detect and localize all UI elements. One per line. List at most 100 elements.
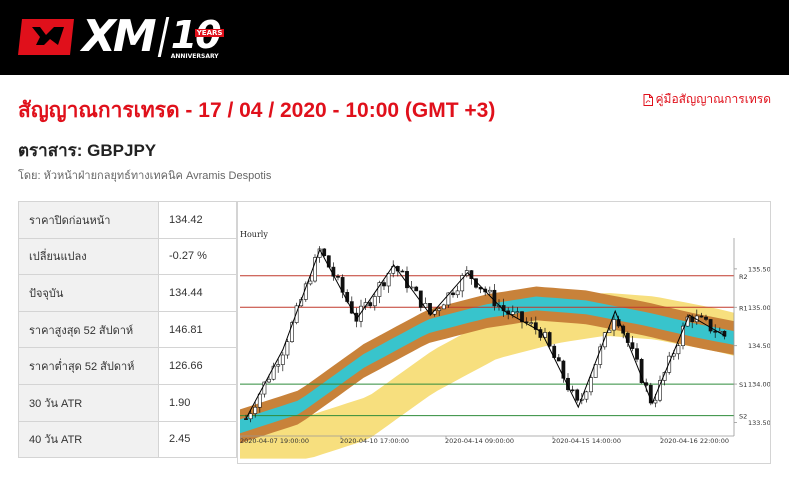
candle-body <box>529 322 534 324</box>
price-chart: Hourly R2 R1 S1 S2 135.50 135.00 134.50 134.00… <box>237 201 771 464</box>
candle-body <box>386 272 391 287</box>
y-tick-label: 135.50 <box>748 265 771 273</box>
stat-value: 134.44 <box>158 274 237 312</box>
table-row: ราคาปิดก่อนหน้า 134.42 <box>18 201 237 239</box>
candle-body <box>561 360 566 379</box>
stat-label: ราคาต่ำสุด 52 สัปดาห์ <box>18 347 159 385</box>
stat-label: ปัจจุบัน <box>18 274 159 312</box>
candle-body <box>648 385 653 404</box>
candle-body <box>699 315 704 318</box>
candle-body <box>441 304 446 310</box>
candle-body <box>570 389 575 392</box>
candle-body <box>405 271 409 289</box>
candle-body <box>257 393 262 408</box>
candle-body <box>437 308 442 311</box>
anniversary-word: ANNIVERSARY <box>170 53 219 60</box>
candle-body <box>336 275 340 278</box>
candle-body <box>676 345 681 355</box>
candle-body <box>276 364 281 367</box>
candle-body <box>372 296 377 307</box>
chart-canvas: Hourly R2 R1 S1 S2 135.50 135.00 134.50 134.00… <box>240 230 771 459</box>
candle-body <box>635 348 639 360</box>
candle-body <box>658 380 662 401</box>
x-tick-label: 2020-04-15 14:00:00 <box>552 437 621 445</box>
candle-body <box>313 257 317 282</box>
x-tick-label: 2020-04-07 19:00:00 <box>240 437 309 445</box>
candle-body <box>460 275 465 292</box>
stat-value: -0.27 % <box>158 237 237 276</box>
candle-body <box>630 342 635 349</box>
table-row: ปัจจุบัน 134.44 <box>18 274 237 312</box>
candle-body <box>248 413 253 420</box>
candle-body <box>322 248 327 257</box>
logo-divider <box>157 17 169 57</box>
candle-body <box>566 377 570 391</box>
stat-label: เปลี่ยนแปลง <box>18 237 159 276</box>
candle-body <box>667 355 672 373</box>
zigzag-line <box>245 248 727 419</box>
y-tick-label: 135.00 <box>748 304 771 312</box>
candle-body <box>681 325 685 346</box>
candle-body <box>704 316 708 320</box>
candle-body <box>414 286 419 292</box>
candle-body <box>368 302 373 307</box>
slow-band <box>240 293 734 459</box>
guide-link-label: คู่มือสัญญาณการเทรด <box>655 92 772 106</box>
candle-body <box>547 332 552 347</box>
candle-body <box>487 289 492 293</box>
x-axis: 2020-04-07 19:00:00 2020-04-10 17:00:00 20… <box>240 435 734 445</box>
stat-label: 30 วัน ATR <box>18 383 159 422</box>
candle-body <box>639 358 644 383</box>
candle-body <box>285 341 290 356</box>
stats-table: ราคาปิดก่อนหน้า 134.42 เปลี่ยนแปลง -0.27 %… <box>18 201 237 459</box>
signals-guide-link[interactable]: คู่มือสัญญาณการเทรด <box>643 90 772 109</box>
candle-body <box>593 364 598 378</box>
candle-body <box>455 290 460 296</box>
candle-body <box>267 378 271 383</box>
candle-body <box>446 292 451 306</box>
stat-label: 40 วัน ATR <box>18 420 159 459</box>
table-row: ราคาต่ำสุด 52 สัปดาห์ 126.66 <box>18 347 237 385</box>
candle-body <box>359 305 363 322</box>
page-title: สัญญาณการเทรด - 17 / 04 / 2020 - 10:00 (… <box>18 99 496 122</box>
candle-body <box>575 389 580 401</box>
candle-body <box>418 290 423 308</box>
candle-body <box>602 332 607 348</box>
zigzag-path <box>245 248 727 419</box>
anniversary-years: YEARS <box>194 29 225 37</box>
x-tick-label: 2020-04-16 22:00:00 <box>660 437 729 445</box>
candle-body <box>253 406 258 414</box>
candle-body <box>377 282 382 297</box>
top-banner: XM 10 YEARS ANNIVERSARY <box>0 0 789 75</box>
x-tick-label: 2020-04-10 17:00:00 <box>340 437 409 445</box>
stat-value: 1.90 <box>158 383 237 422</box>
candle-body <box>598 346 603 365</box>
table-row: เปลี่ยนแปลง -0.27 % <box>18 237 237 276</box>
candle-body <box>510 311 515 315</box>
y-tick-label: 134.50 <box>748 342 771 350</box>
stat-value: 146.81 <box>158 310 237 349</box>
candle-body <box>294 305 299 323</box>
level-label-s2: S2 <box>739 413 747 421</box>
candle-body <box>621 325 626 334</box>
candle-body <box>451 292 455 296</box>
candle-body <box>520 311 524 323</box>
x-tick-label: 2020-04-14 09:00:00 <box>445 437 514 445</box>
instrument-label: ตราสาร: GBPJPY <box>18 141 157 160</box>
candle-body <box>584 391 589 400</box>
candle-body <box>382 282 386 287</box>
candle-body <box>708 319 713 332</box>
stat-label: ราคาปิดก่อนหน้า <box>18 201 159 239</box>
level-label-r2: R2 <box>739 273 748 281</box>
timeframe-label: Hourly <box>240 230 268 239</box>
stat-label: ราคาสูงสุด 52 สัปดาห์ <box>18 310 159 349</box>
candle-body <box>612 319 616 331</box>
y-axis: 135.50 135.00 134.50 134.00 133.50 <box>733 238 771 436</box>
stat-value: 134.42 <box>158 201 237 239</box>
y-tick-label: 133.50 <box>748 419 771 427</box>
stat-value: 126.66 <box>158 347 237 385</box>
candle-body <box>533 322 538 330</box>
candle-body <box>589 377 593 393</box>
xm-logo[interactable]: XM 10 YEARS ANNIVERSARY <box>18 13 227 60</box>
candle-body <box>556 357 561 362</box>
